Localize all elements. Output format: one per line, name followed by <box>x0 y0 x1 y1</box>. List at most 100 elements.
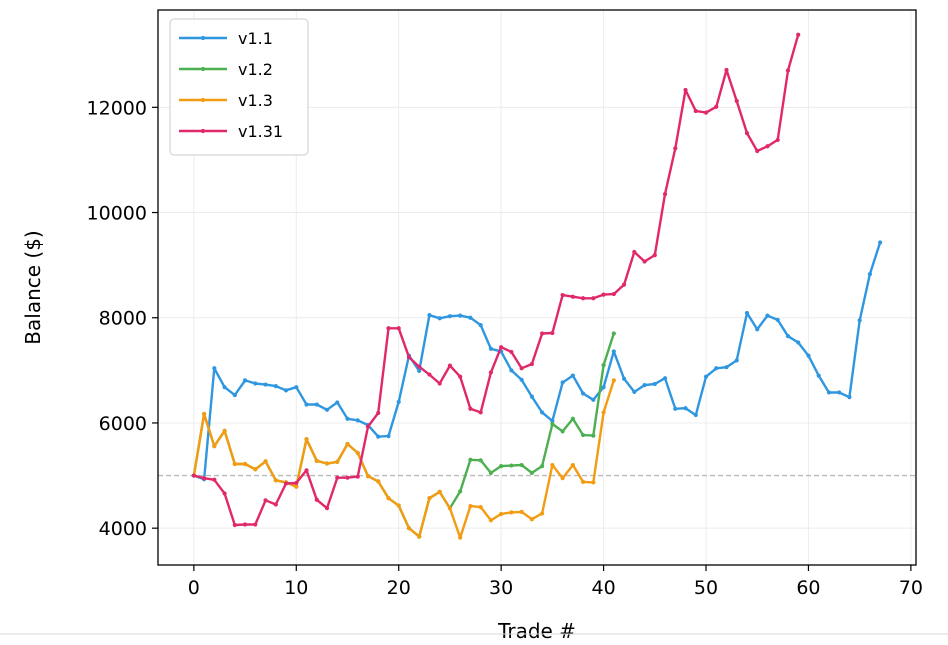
data-point <box>253 381 258 386</box>
y-axis-label: Balance ($) <box>21 230 45 344</box>
data-point <box>417 534 422 539</box>
data-point <box>673 406 678 411</box>
data-point <box>232 461 237 467</box>
data-point <box>519 509 524 514</box>
data-point <box>693 108 698 114</box>
data-point <box>355 450 360 456</box>
data-point <box>734 358 739 363</box>
data-point <box>703 110 709 115</box>
series-line <box>192 380 615 539</box>
data-point <box>294 385 299 390</box>
data-point <box>283 481 289 486</box>
data-point <box>376 434 381 439</box>
data-point <box>386 496 391 501</box>
legend-item-v1.3: v1.3 <box>179 91 273 110</box>
data-point <box>499 345 504 350</box>
data-point <box>304 402 309 407</box>
data-point <box>724 365 729 370</box>
plot-frame <box>157 9 917 566</box>
legend-marker <box>200 35 206 41</box>
data-point <box>611 349 616 354</box>
data-point <box>580 432 586 438</box>
data-point <box>488 470 494 476</box>
legend-label: v1.2 <box>238 60 273 79</box>
data-point <box>755 148 760 154</box>
x-tick-label: 50 <box>694 577 718 599</box>
y-tick-label: 10000 <box>87 203 147 225</box>
data-point <box>242 378 248 383</box>
x-axis-label: Trade # <box>497 619 576 643</box>
data-point <box>232 522 237 528</box>
data-point <box>509 368 514 373</box>
y-tick-label: 8000 <box>99 308 147 330</box>
data-point <box>837 390 842 395</box>
data-point <box>253 467 258 472</box>
data-point <box>611 378 616 383</box>
data-point <box>796 340 801 345</box>
data-point <box>765 313 770 318</box>
data-point <box>314 458 319 463</box>
data-point <box>458 535 463 540</box>
data-point <box>529 517 534 522</box>
y-tick-label: 12000 <box>87 97 147 119</box>
data-point <box>816 373 821 378</box>
data-point <box>703 374 709 379</box>
data-point <box>427 372 432 377</box>
legend-label: v1.31 <box>238 122 283 141</box>
data-point <box>744 130 750 136</box>
data-point <box>396 399 401 405</box>
data-point <box>345 441 350 447</box>
data-point <box>386 434 391 439</box>
data-point <box>355 418 360 423</box>
data-point <box>468 315 473 320</box>
data-point <box>652 253 657 258</box>
legend-item-v1.31: v1.31 <box>179 122 283 141</box>
x-tick-label: 40 <box>591 577 615 599</box>
data-point <box>376 410 381 416</box>
data-point <box>601 410 606 415</box>
data-point <box>488 518 494 523</box>
data-point <box>642 382 647 388</box>
data-point <box>263 459 268 464</box>
data-point <box>335 400 340 405</box>
data-point <box>652 381 657 387</box>
data-point <box>191 473 196 478</box>
data-point <box>540 511 545 516</box>
data-point <box>365 424 371 429</box>
data-point <box>591 433 596 438</box>
x-tick-label: 60 <box>796 577 820 599</box>
data-point <box>570 416 575 421</box>
data-point <box>212 366 217 371</box>
data-point <box>468 503 473 509</box>
data-point <box>611 331 616 336</box>
data-point <box>765 144 770 149</box>
data-point <box>212 444 217 449</box>
data-point <box>335 459 340 464</box>
data-point <box>314 402 319 407</box>
data-point <box>632 249 637 255</box>
data-point <box>601 385 606 390</box>
data-point <box>478 323 483 328</box>
data-point <box>386 326 391 331</box>
y-tick-label: 4000 <box>99 518 147 540</box>
data-point <box>632 389 637 395</box>
data-point <box>724 67 729 73</box>
series-v1.31 <box>191 32 801 528</box>
legend-item-v1.2: v1.2 <box>179 60 273 79</box>
data-point <box>304 468 309 473</box>
data-point <box>335 475 340 480</box>
data-point <box>529 470 534 476</box>
data-point <box>509 463 514 468</box>
data-point <box>396 503 401 508</box>
data-point <box>785 334 791 339</box>
data-point <box>560 476 565 481</box>
data-point <box>796 32 801 37</box>
data-point <box>693 412 698 418</box>
data-point <box>355 474 360 479</box>
legend: v1.1 v1.2 v1.3 v1.31 <box>169 18 309 156</box>
data-point <box>683 406 688 411</box>
data-point <box>263 498 268 503</box>
data-point <box>580 296 586 301</box>
data-point <box>662 376 668 381</box>
